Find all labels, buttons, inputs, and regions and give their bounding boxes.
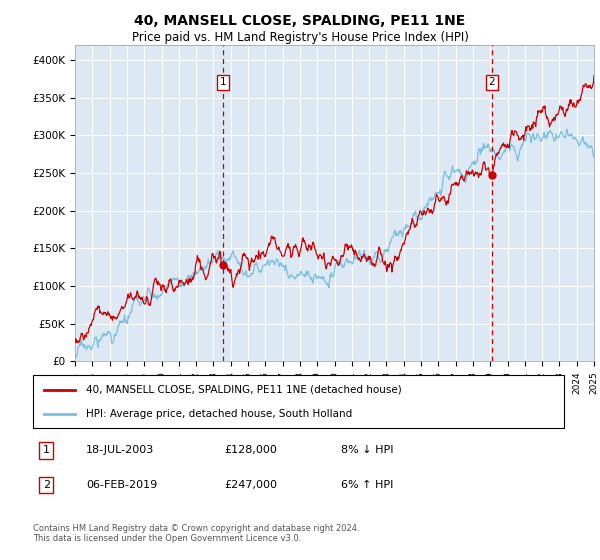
Text: 6% ↑ HPI: 6% ↑ HPI: [341, 480, 394, 490]
Text: 1: 1: [220, 77, 226, 87]
Text: 1: 1: [43, 445, 50, 455]
Text: 2: 2: [43, 480, 50, 490]
Text: 18-JUL-2003: 18-JUL-2003: [86, 445, 154, 455]
Text: 40, MANSELL CLOSE, SPALDING, PE11 1NE: 40, MANSELL CLOSE, SPALDING, PE11 1NE: [134, 14, 466, 28]
Text: HPI: Average price, detached house, South Holland: HPI: Average price, detached house, Sout…: [86, 409, 352, 419]
Text: 2: 2: [488, 77, 495, 87]
Text: 06-FEB-2019: 06-FEB-2019: [86, 480, 157, 490]
Text: £128,000: £128,000: [224, 445, 277, 455]
Text: £247,000: £247,000: [224, 480, 277, 490]
Text: Price paid vs. HM Land Registry's House Price Index (HPI): Price paid vs. HM Land Registry's House …: [131, 31, 469, 44]
Text: Contains HM Land Registry data © Crown copyright and database right 2024.
This d: Contains HM Land Registry data © Crown c…: [33, 524, 359, 543]
FancyBboxPatch shape: [33, 375, 564, 428]
Text: 8% ↓ HPI: 8% ↓ HPI: [341, 445, 394, 455]
Text: 40, MANSELL CLOSE, SPALDING, PE11 1NE (detached house): 40, MANSELL CLOSE, SPALDING, PE11 1NE (d…: [86, 385, 402, 395]
